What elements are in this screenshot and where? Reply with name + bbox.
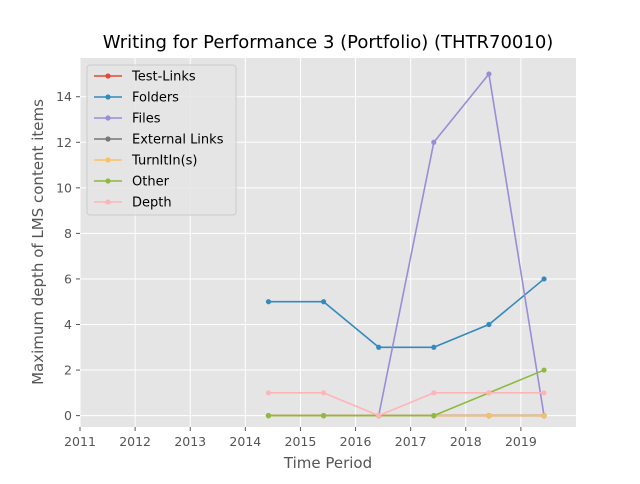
data-point [486, 71, 492, 77]
data-point [376, 413, 382, 419]
data-point [431, 344, 437, 350]
y-tick-label: 4 [64, 317, 72, 332]
x-tick-label: 2016 [340, 434, 372, 449]
data-point [541, 367, 547, 373]
data-point [320, 299, 327, 305]
legend-marker [105, 157, 111, 163]
legend-marker [105, 115, 111, 121]
legend-label: TurnItIn(s) [131, 154, 197, 169]
series-line [268, 278, 545, 349]
legend: Test-Links Folders Files External Links Turn… [86, 64, 237, 216]
legend-label: Files [132, 112, 161, 127]
legend-label: Test-Links [131, 70, 196, 85]
chart-title: Writing for Performance 3 (Portfolio) (T… [103, 32, 554, 53]
x-tick-label: 2019 [505, 434, 537, 449]
legend-box [86, 64, 237, 216]
series-depth [265, 390, 547, 419]
y-tick-label: 6 [64, 271, 72, 286]
legend-label: Depth [132, 196, 172, 211]
x-axis-title: Time Period [283, 454, 372, 472]
y-tick-label: 14 [56, 89, 72, 104]
series-line [268, 369, 545, 417]
legend-marker [105, 178, 111, 184]
x-tick-label: 2012 [119, 434, 151, 449]
legend-marker [105, 94, 111, 100]
x-tick-label: 2017 [395, 434, 427, 449]
series-folders [265, 276, 547, 350]
data-point [265, 390, 272, 396]
data-point [431, 139, 437, 145]
legend-marker [105, 199, 111, 205]
data-point [265, 413, 272, 419]
x-tick-label: 2015 [285, 434, 317, 449]
series-group [265, 71, 547, 419]
data-point [376, 344, 382, 350]
data-point [541, 413, 547, 419]
legend-marker [105, 136, 111, 142]
legend-marker [105, 73, 111, 79]
data-point [320, 413, 327, 419]
y-tick-label: 2 [64, 363, 72, 378]
data-point [541, 390, 547, 396]
data-point [541, 276, 547, 282]
legend-label: External Links [132, 133, 224, 148]
series-line [268, 392, 545, 417]
series-line [377, 73, 545, 416]
data-point [265, 299, 272, 305]
x-tick-label: 2011 [64, 434, 96, 449]
data-point [486, 321, 492, 328]
y-tick-label: 12 [56, 135, 72, 150]
y-tick-label: 0 [64, 408, 72, 423]
y-axis-ticks: 0 2 4 6 8 10 12 14 [56, 89, 80, 423]
x-tick-label: 2018 [450, 434, 482, 449]
data-point [486, 390, 492, 396]
y-tick-label: 10 [56, 180, 72, 195]
x-axis-ticks: 2011 2012 2013 2014 2015 2016 2017 2018 2019 [64, 427, 537, 449]
y-axis-title: Maximum depth of LMS content items [29, 99, 47, 385]
data-point [320, 390, 327, 396]
legend-label: Folders [132, 91, 179, 106]
legend-label: Other [132, 175, 170, 190]
data-point [431, 390, 437, 396]
data-point [486, 413, 492, 419]
data-point [431, 413, 437, 419]
x-tick-label: 2014 [229, 434, 261, 449]
x-tick-label: 2013 [174, 434, 206, 449]
y-tick-label: 8 [64, 226, 72, 241]
